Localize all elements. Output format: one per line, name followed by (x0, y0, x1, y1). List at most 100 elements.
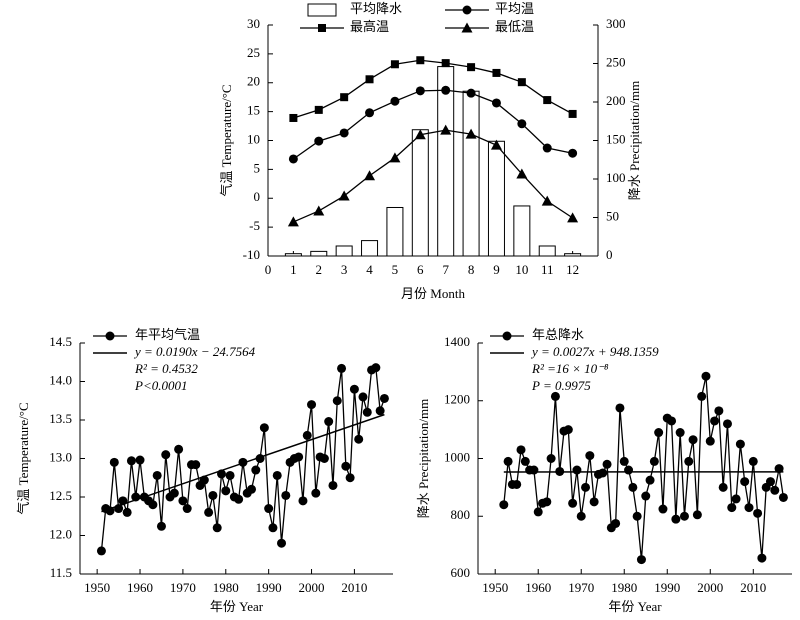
bar (513, 205, 531, 257)
y-tick-label: 15 (247, 103, 260, 118)
marker (770, 485, 780, 495)
legend-label: 最低温 (495, 19, 534, 34)
x-tick-label: 2010 (740, 580, 766, 595)
marker (727, 503, 737, 513)
marker (543, 96, 552, 105)
marker (414, 129, 426, 140)
marker (314, 105, 323, 114)
legend-swatch (307, 3, 337, 17)
marker (340, 93, 349, 102)
marker (328, 480, 338, 490)
y2-tick-label: 150 (606, 131, 626, 146)
x-tick-label: 1990 (654, 580, 680, 595)
marker (349, 384, 359, 394)
marker (390, 96, 400, 106)
marker (365, 75, 374, 84)
y-axis-label: 气温 Temperature/°C (219, 84, 234, 196)
legend-marker (502, 331, 512, 341)
marker (126, 456, 136, 466)
y-tick-label: 1400 (444, 334, 470, 349)
marker (307, 400, 317, 410)
y2-tick-label: 300 (606, 16, 626, 31)
y-tick-label: 25 (247, 45, 260, 60)
marker (503, 456, 513, 466)
marker (341, 461, 351, 471)
series-line (293, 129, 573, 223)
x-axis-label: 月份 Month (401, 286, 465, 301)
marker (281, 490, 291, 500)
x-tick-label: 6 (417, 262, 424, 277)
marker (675, 428, 685, 438)
marker (109, 457, 119, 467)
marker (667, 416, 677, 426)
marker (416, 56, 425, 65)
marker (710, 416, 720, 426)
legend-label: 平均降水 (350, 1, 402, 16)
marker (259, 423, 269, 433)
annotation: R² =16 × 10⁻⁸ (531, 361, 609, 376)
x-tick-label: 1 (290, 262, 297, 277)
legend-label: 最高温 (350, 19, 389, 34)
marker (289, 113, 298, 122)
y2-tick-label: 0 (606, 247, 613, 262)
marker (636, 555, 646, 565)
y-tick-label: -10 (243, 247, 260, 262)
y-tick-label: -5 (249, 218, 260, 233)
series-line (503, 376, 785, 560)
marker (490, 139, 502, 150)
marker (589, 497, 599, 507)
trend-line (101, 413, 385, 513)
marker (567, 212, 579, 223)
marker (182, 504, 192, 514)
y-tick-label: 1200 (444, 392, 470, 407)
bar (411, 129, 429, 257)
marker (337, 363, 347, 373)
annotation: P<0.0001 (134, 378, 187, 393)
x-tick-label: 1980 (213, 580, 239, 595)
marker (389, 152, 401, 163)
marker (156, 521, 166, 531)
legend-marker (105, 331, 115, 341)
x-tick-label: 1950 (482, 580, 508, 595)
x-axis-label: 年份 Year (210, 599, 264, 614)
marker (619, 456, 629, 466)
marker (757, 553, 767, 563)
marker (390, 60, 399, 69)
bar (462, 90, 480, 257)
marker (221, 486, 231, 496)
x-tick-label: 12 (566, 262, 579, 277)
marker (371, 363, 381, 373)
marker (512, 479, 522, 489)
marker (731, 494, 741, 504)
marker (332, 396, 342, 406)
marker (169, 488, 179, 498)
x-tick-label: 1990 (256, 580, 282, 595)
marker (615, 403, 625, 413)
x-tick-label: 0 (265, 262, 272, 277)
marker (174, 444, 184, 454)
marker (563, 425, 573, 435)
marker (354, 434, 364, 444)
marker (302, 430, 312, 440)
marker (744, 503, 754, 513)
marker (602, 459, 612, 469)
marker (542, 143, 552, 153)
marker (314, 136, 324, 146)
x-tick-label: 7 (442, 262, 449, 277)
bar (487, 140, 505, 257)
marker (765, 477, 775, 487)
marker (204, 507, 214, 517)
y2-tick-label: 250 (606, 54, 626, 69)
y-tick-label: 10 (247, 131, 260, 146)
y-tick-label: 600 (451, 565, 471, 580)
marker (161, 450, 171, 460)
marker (311, 488, 321, 498)
marker (365, 108, 375, 118)
y-tick-label: 30 (247, 16, 260, 31)
y-tick-label: 14.5 (49, 334, 72, 349)
marker (294, 452, 304, 462)
marker (529, 465, 539, 475)
y-tick-label: 800 (451, 507, 471, 522)
legend-marker (461, 22, 473, 33)
marker (492, 68, 501, 77)
